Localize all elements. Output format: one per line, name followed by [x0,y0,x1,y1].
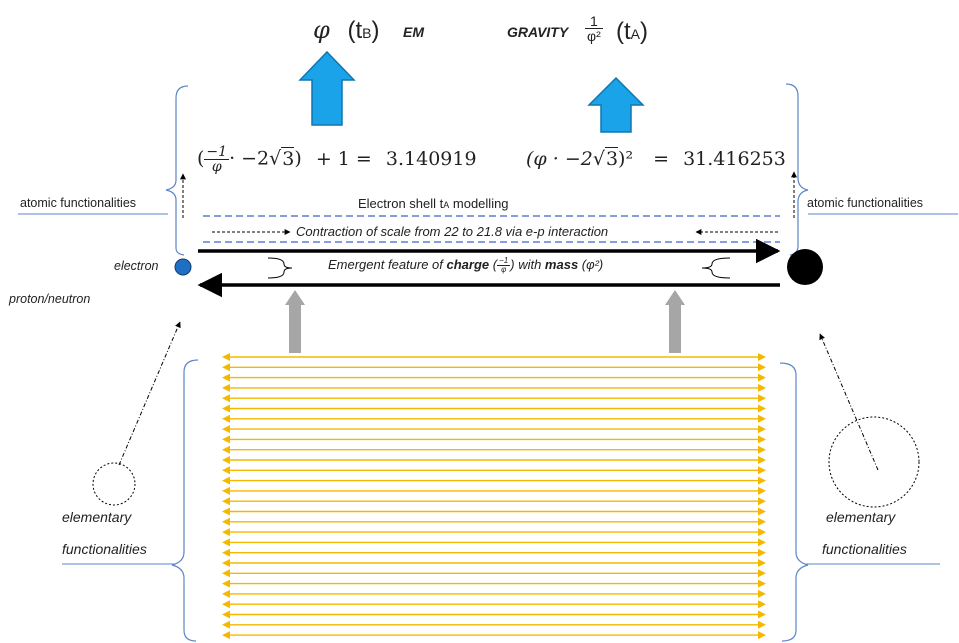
elementary-line-right-arrowhead [758,600,766,609]
elementary-line-left-arrowhead [222,466,230,475]
elementary-line-right-arrowhead [758,404,766,413]
elementary-line-right-arrowhead [758,589,766,598]
right-diagonal-dashed-arrow [819,333,879,471]
elementary-line-left-arrowhead [222,631,230,640]
emergent-brace-right [701,257,731,279]
ta-label: (tA) [616,18,649,45]
gravity-label: GRAVITY [507,24,569,40]
elementary-line-left-arrowhead [222,559,230,567]
elementary-line-right-arrowhead [758,631,766,640]
elementary-line-right-arrowhead [758,507,766,516]
elementary-line-right-arrowhead [758,538,766,547]
elementary-line-right-arrowhead [758,363,766,372]
elementary-left-line1: elementary [62,509,132,525]
elementary-circle-left [92,462,136,506]
gravity-up-arrow-icon [587,76,645,133]
elementary-line-left-arrowhead [222,353,230,361]
equation-left: (−1 φ · −2√3) + 1 = 3.140919 [197,144,477,175]
elementary-line-right-arrowhead [758,528,766,537]
gray-up-arrow-right [665,290,685,353]
atomic-functionalities-right: atomic functionalities [807,196,924,210]
elementary-line-right-arrowhead [758,620,766,629]
elementary-line-left-arrowhead [222,445,230,454]
equation-right: (φ · −2√3)² = 31.416253 [526,147,786,170]
electron-label: electron [114,259,159,273]
elementary-line-left-arrowhead [222,476,230,485]
elementary-line-left-arrowhead [222,425,230,434]
elementary-circle-right [828,416,920,508]
elementary-line-left-arrowhead [222,548,230,557]
elementary-line-left-arrowhead [222,620,230,629]
gravity-fraction: 1 φ² [585,13,603,44]
elementary-line-left-arrowhead [222,383,230,392]
elementary-line-left-arrowhead [222,589,230,598]
equation-right-value: 31.416253 [683,148,786,170]
em-up-arrow-icon [298,50,356,126]
elementary-line-right-arrowhead [758,435,766,444]
elementary-line-right-arrowhead [758,414,766,423]
elementary-brace-right [779,362,809,642]
elementary-line-left-arrowhead [222,435,230,444]
elementary-line-right-arrowhead [758,486,766,495]
em-label: EM [403,24,424,40]
gray-up-arrow-left [285,290,305,353]
elementary-line-left-arrowhead [222,404,230,413]
nucleus-circle-icon [787,249,823,285]
contraction-label: Contraction of scale from 22 to 21.8 via… [296,224,609,239]
elementary-line-right-arrowhead [758,476,766,485]
elementary-line-right-arrowhead [758,353,766,361]
elementary-line-right-arrowhead [758,610,766,619]
elementary-line-left-arrowhead [222,538,230,547]
elementary-line-left-arrowhead [222,497,230,506]
elementary-line-right-arrowhead [758,445,766,454]
elementary-line-right-arrowhead [758,517,766,526]
elementary-line-right-arrowhead [758,497,766,506]
elementary-line-left-arrowhead [222,363,230,372]
electron-circle-icon [174,258,192,276]
elementary-line-left-arrowhead [222,579,230,588]
elementary-line-left-arrowhead [222,373,230,382]
elementary-line-right-arrowhead [758,425,766,434]
elementary-line-right-arrowhead [758,559,766,567]
elementary-line-left-arrowhead [222,528,230,537]
elementary-line-left-arrowhead [222,394,230,403]
proton-neutron-label: proton/neutron [9,292,91,306]
elementary-line-left-arrowhead [222,569,230,578]
elementary-line-left-arrowhead [222,414,230,423]
tb-label: (tB) [347,17,380,44]
atomic-brace-left [165,85,189,256]
elementary-line-right-arrowhead [758,579,766,588]
atomic-functionalities-left: atomic functionalities [20,196,137,210]
elementary-double-arrow-lines [222,353,766,640]
elementary-line-right-arrowhead [758,466,766,475]
elementary-right-line1: elementary [826,509,896,525]
electron-shell-label: Electron shell tA modelling [358,196,509,211]
elementary-line-left-arrowhead [222,456,230,464]
elementary-line-left-arrowhead [222,517,230,526]
elementary-line-left-arrowhead [222,610,230,619]
elementary-line-right-arrowhead [758,383,766,392]
elementary-left-line2: functionalities [62,541,147,557]
elementary-line-left-arrowhead [222,507,230,516]
atomic-brace-right [785,83,809,256]
header-em: φ (tB) [313,16,379,45]
elementary-line-right-arrowhead [758,569,766,578]
elementary-right-line2: functionalities [822,541,907,557]
elementary-line-right-arrowhead [758,373,766,382]
elementary-line-right-arrowhead [758,394,766,403]
phi-symbol: φ [313,16,330,44]
elementary-line-left-arrowhead [222,600,230,609]
equation-left-value: 3.140919 [385,147,477,170]
emergent-brace-left [267,257,293,279]
elementary-line-right-arrowhead [758,548,766,557]
elementary-line-left-arrowhead [222,486,230,495]
left-diagonal-dashed-arrow [118,321,181,466]
elementary-brace-left [171,359,199,642]
emergent-feature-label: Emergent feature of charge (−1 φ) with ma… [328,256,604,275]
elementary-line-right-arrowhead [758,456,766,464]
